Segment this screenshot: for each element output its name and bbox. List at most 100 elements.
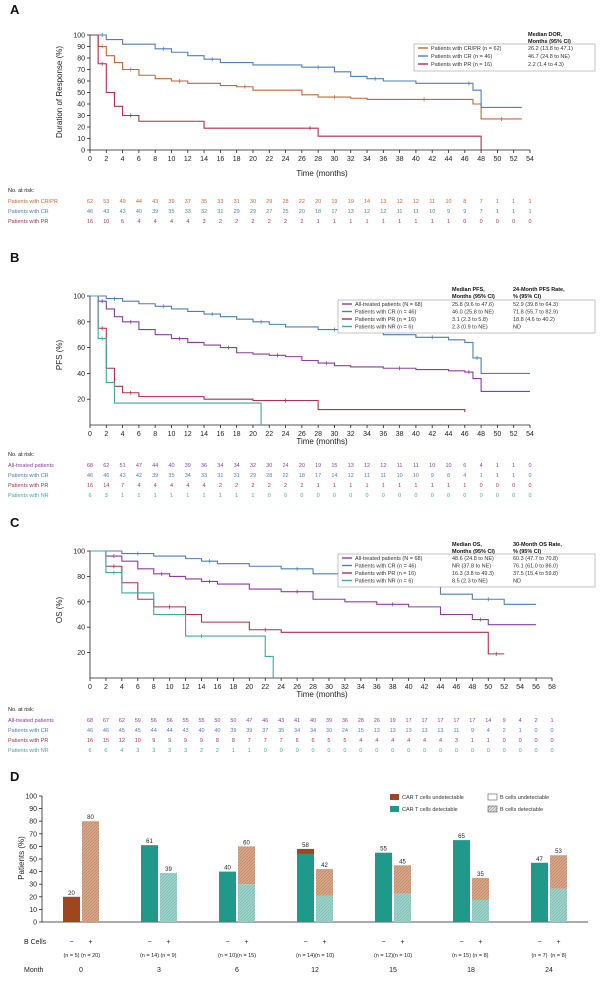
panel-b-risk-value: 15 bbox=[331, 463, 337, 469]
panel-c-xtick-label: 48 bbox=[468, 684, 476, 691]
panel-c-risk-value: 40 bbox=[310, 718, 316, 724]
panel-c-risk-value: 13 bbox=[406, 728, 412, 734]
panel-b-xtick-label: 6 bbox=[137, 431, 141, 438]
panel-b-xtick-label: 32 bbox=[347, 431, 355, 438]
panel-b-risk-value: 0 bbox=[382, 493, 385, 499]
panel-c-xtick-label: 40 bbox=[405, 684, 413, 691]
panel-a-risk-value: 2 bbox=[284, 219, 287, 225]
panel-c-risk-value: 17 bbox=[453, 718, 459, 724]
panel-d-bar-value: 80 bbox=[87, 815, 94, 821]
panel-b-risk-value: 7 bbox=[121, 483, 124, 489]
panel-c-risk-value: 0 bbox=[535, 738, 538, 744]
panel-b-risk-row-label-2: Patients with PR bbox=[8, 483, 48, 489]
panel-c-legend-label-3: Patients with NR (n = 6) bbox=[355, 579, 413, 585]
panel-c-risk-value: 68 bbox=[87, 718, 93, 724]
panel-a-risk-value: 1 bbox=[333, 219, 336, 225]
panel-c-risk-value: 1 bbox=[487, 738, 490, 744]
panel-c-xtick-label: 0 bbox=[88, 684, 92, 691]
panel-a-risk-value: 39 bbox=[152, 209, 158, 215]
panel-c-xtick-label: 38 bbox=[389, 684, 397, 691]
panel-d-bcell-sign: + bbox=[478, 939, 482, 946]
panel-a-risk-value: 7 bbox=[480, 209, 483, 215]
panel-b-ytick-label: 80 bbox=[77, 319, 85, 326]
panel-d-bar-n: (n = 9) bbox=[160, 953, 176, 959]
panel-c-risk-value: 16 bbox=[87, 738, 93, 744]
panel-a-risk-value: 1 bbox=[496, 209, 499, 215]
panel-c-risk-row-label-1: Patients with CR bbox=[8, 728, 49, 734]
panel-b-risk-value: 6 bbox=[88, 493, 91, 499]
panel-b-legend-rate-1: 71.8 (55.7 to 82.9) bbox=[513, 310, 558, 316]
panel-b-risk-value: 36 bbox=[201, 463, 207, 469]
panel-b-risk-value: 0 bbox=[528, 493, 531, 499]
panel-c-risk-value: 3 bbox=[168, 748, 171, 754]
panel-d-bcell-sign: + bbox=[166, 939, 170, 946]
panel-a-xtick-label: 12 bbox=[184, 156, 192, 163]
panel-c-risk-value: 9 bbox=[168, 738, 171, 744]
panel-b-risk-value: 0 bbox=[512, 493, 515, 499]
panel-b-legend-box bbox=[337, 299, 596, 334]
panel-c-xtick-label: 6 bbox=[136, 684, 140, 691]
panel-b-xtick-label: 44 bbox=[445, 431, 453, 438]
panel-a-risk-value: 12 bbox=[380, 209, 386, 215]
panel-c-xtick-label: 8 bbox=[152, 684, 156, 691]
panel-d-bar-value: 53 bbox=[555, 849, 562, 855]
panel-d-bar-segment bbox=[394, 893, 411, 922]
panel-c-risk-value: 0 bbox=[503, 738, 506, 744]
panel-a-risk-value: 19 bbox=[348, 199, 354, 205]
panel-c-risk-value: 15 bbox=[358, 728, 364, 734]
panel-c-risk-value: 9 bbox=[184, 738, 187, 744]
panel-b-xtick-label: 42 bbox=[428, 431, 436, 438]
panel-b-risk-value: 1 bbox=[447, 483, 450, 489]
panel-c-risk-value: 17 bbox=[406, 718, 412, 724]
panel-c-risk-value: 11 bbox=[454, 728, 460, 734]
panel-a-risk-value: 1 bbox=[512, 209, 515, 215]
panel-a-risk-value: 4 bbox=[186, 219, 189, 225]
panel-b-risk-value: 40 bbox=[168, 463, 174, 469]
panel-c-risk-row-label-0: All-treated patients bbox=[8, 718, 54, 724]
panel-a-risk-value: 20 bbox=[299, 209, 305, 215]
panel-c-risk-value: 56 bbox=[167, 718, 173, 724]
panel-b-ytick-label: 60 bbox=[77, 345, 85, 352]
panel-b-risk-value: 11 bbox=[364, 473, 370, 479]
panel-d-month-tick: 12 bbox=[311, 967, 319, 974]
panel-b-risk-value: 0 bbox=[480, 493, 483, 499]
panel-c-legend-label-2: Patients with PR (n = 16) bbox=[355, 571, 416, 577]
panel-d-bar-n: (n = 15) bbox=[452, 953, 471, 959]
panel-d-ytick-label: 80 bbox=[29, 819, 37, 826]
panel-c-risk-value: 6 bbox=[88, 748, 91, 754]
panel-d-bcell-sign: + bbox=[88, 939, 92, 946]
panel-a-risk-value: 10 bbox=[445, 199, 451, 205]
panel-a-risk-value: 1 bbox=[349, 219, 352, 225]
panel-a-letter: A bbox=[10, 2, 20, 17]
panel-c-xtick-label: 54 bbox=[516, 684, 524, 691]
panel-b-risk-value: 0 bbox=[528, 473, 531, 479]
panel-c-xtick-label: 32 bbox=[341, 684, 349, 691]
panel-c-risk-value: 2 bbox=[200, 748, 203, 754]
panel-c-risk-value: 43 bbox=[183, 728, 189, 734]
panel-d-bar-segment bbox=[297, 848, 314, 854]
panel-b-risk-value: 29 bbox=[250, 473, 256, 479]
panel-c-legend-ci-2: 16.3 (3.8 to 49.3) bbox=[452, 571, 494, 577]
panel-a-ytick-label: 20 bbox=[77, 125, 85, 132]
panel-c-risk-value: 6 bbox=[104, 748, 107, 754]
panel-b-risk-value: 2 bbox=[300, 483, 303, 489]
panel-b-risk-value: 0 bbox=[284, 493, 287, 499]
panel-c-risk-value: 7 bbox=[248, 738, 251, 744]
panel-a-xtick-label: 18 bbox=[233, 156, 241, 163]
panel-a-xtick-label: 24 bbox=[282, 156, 290, 163]
panel-b-risk-value: 43 bbox=[120, 473, 126, 479]
panel-c-risk-row-label-2: Patients with PR bbox=[8, 738, 48, 744]
panel-a-risk-value: 4 bbox=[154, 219, 157, 225]
panel-a-ytick-label: 80 bbox=[77, 56, 85, 63]
panel-c-xtick-label: 18 bbox=[229, 684, 237, 691]
panel-b-risk-value: 46 bbox=[87, 473, 93, 479]
panel-a-risk-value: 17 bbox=[331, 209, 337, 215]
panel-a-xtick-label: 54 bbox=[526, 156, 534, 163]
panel-b-risk-value: 2 bbox=[235, 483, 238, 489]
panel-a-xtick-label: 52 bbox=[510, 156, 518, 163]
panel-d-bcell-sign: − bbox=[459, 939, 463, 946]
panel-c-risk-value: 1 bbox=[248, 748, 251, 754]
panel-c-risk-value: 24 bbox=[342, 728, 348, 734]
panel-b-risk-value: 33 bbox=[201, 473, 207, 479]
panel-a-legend-label-0: Patients with CR/PR (n = 62) bbox=[431, 46, 502, 52]
